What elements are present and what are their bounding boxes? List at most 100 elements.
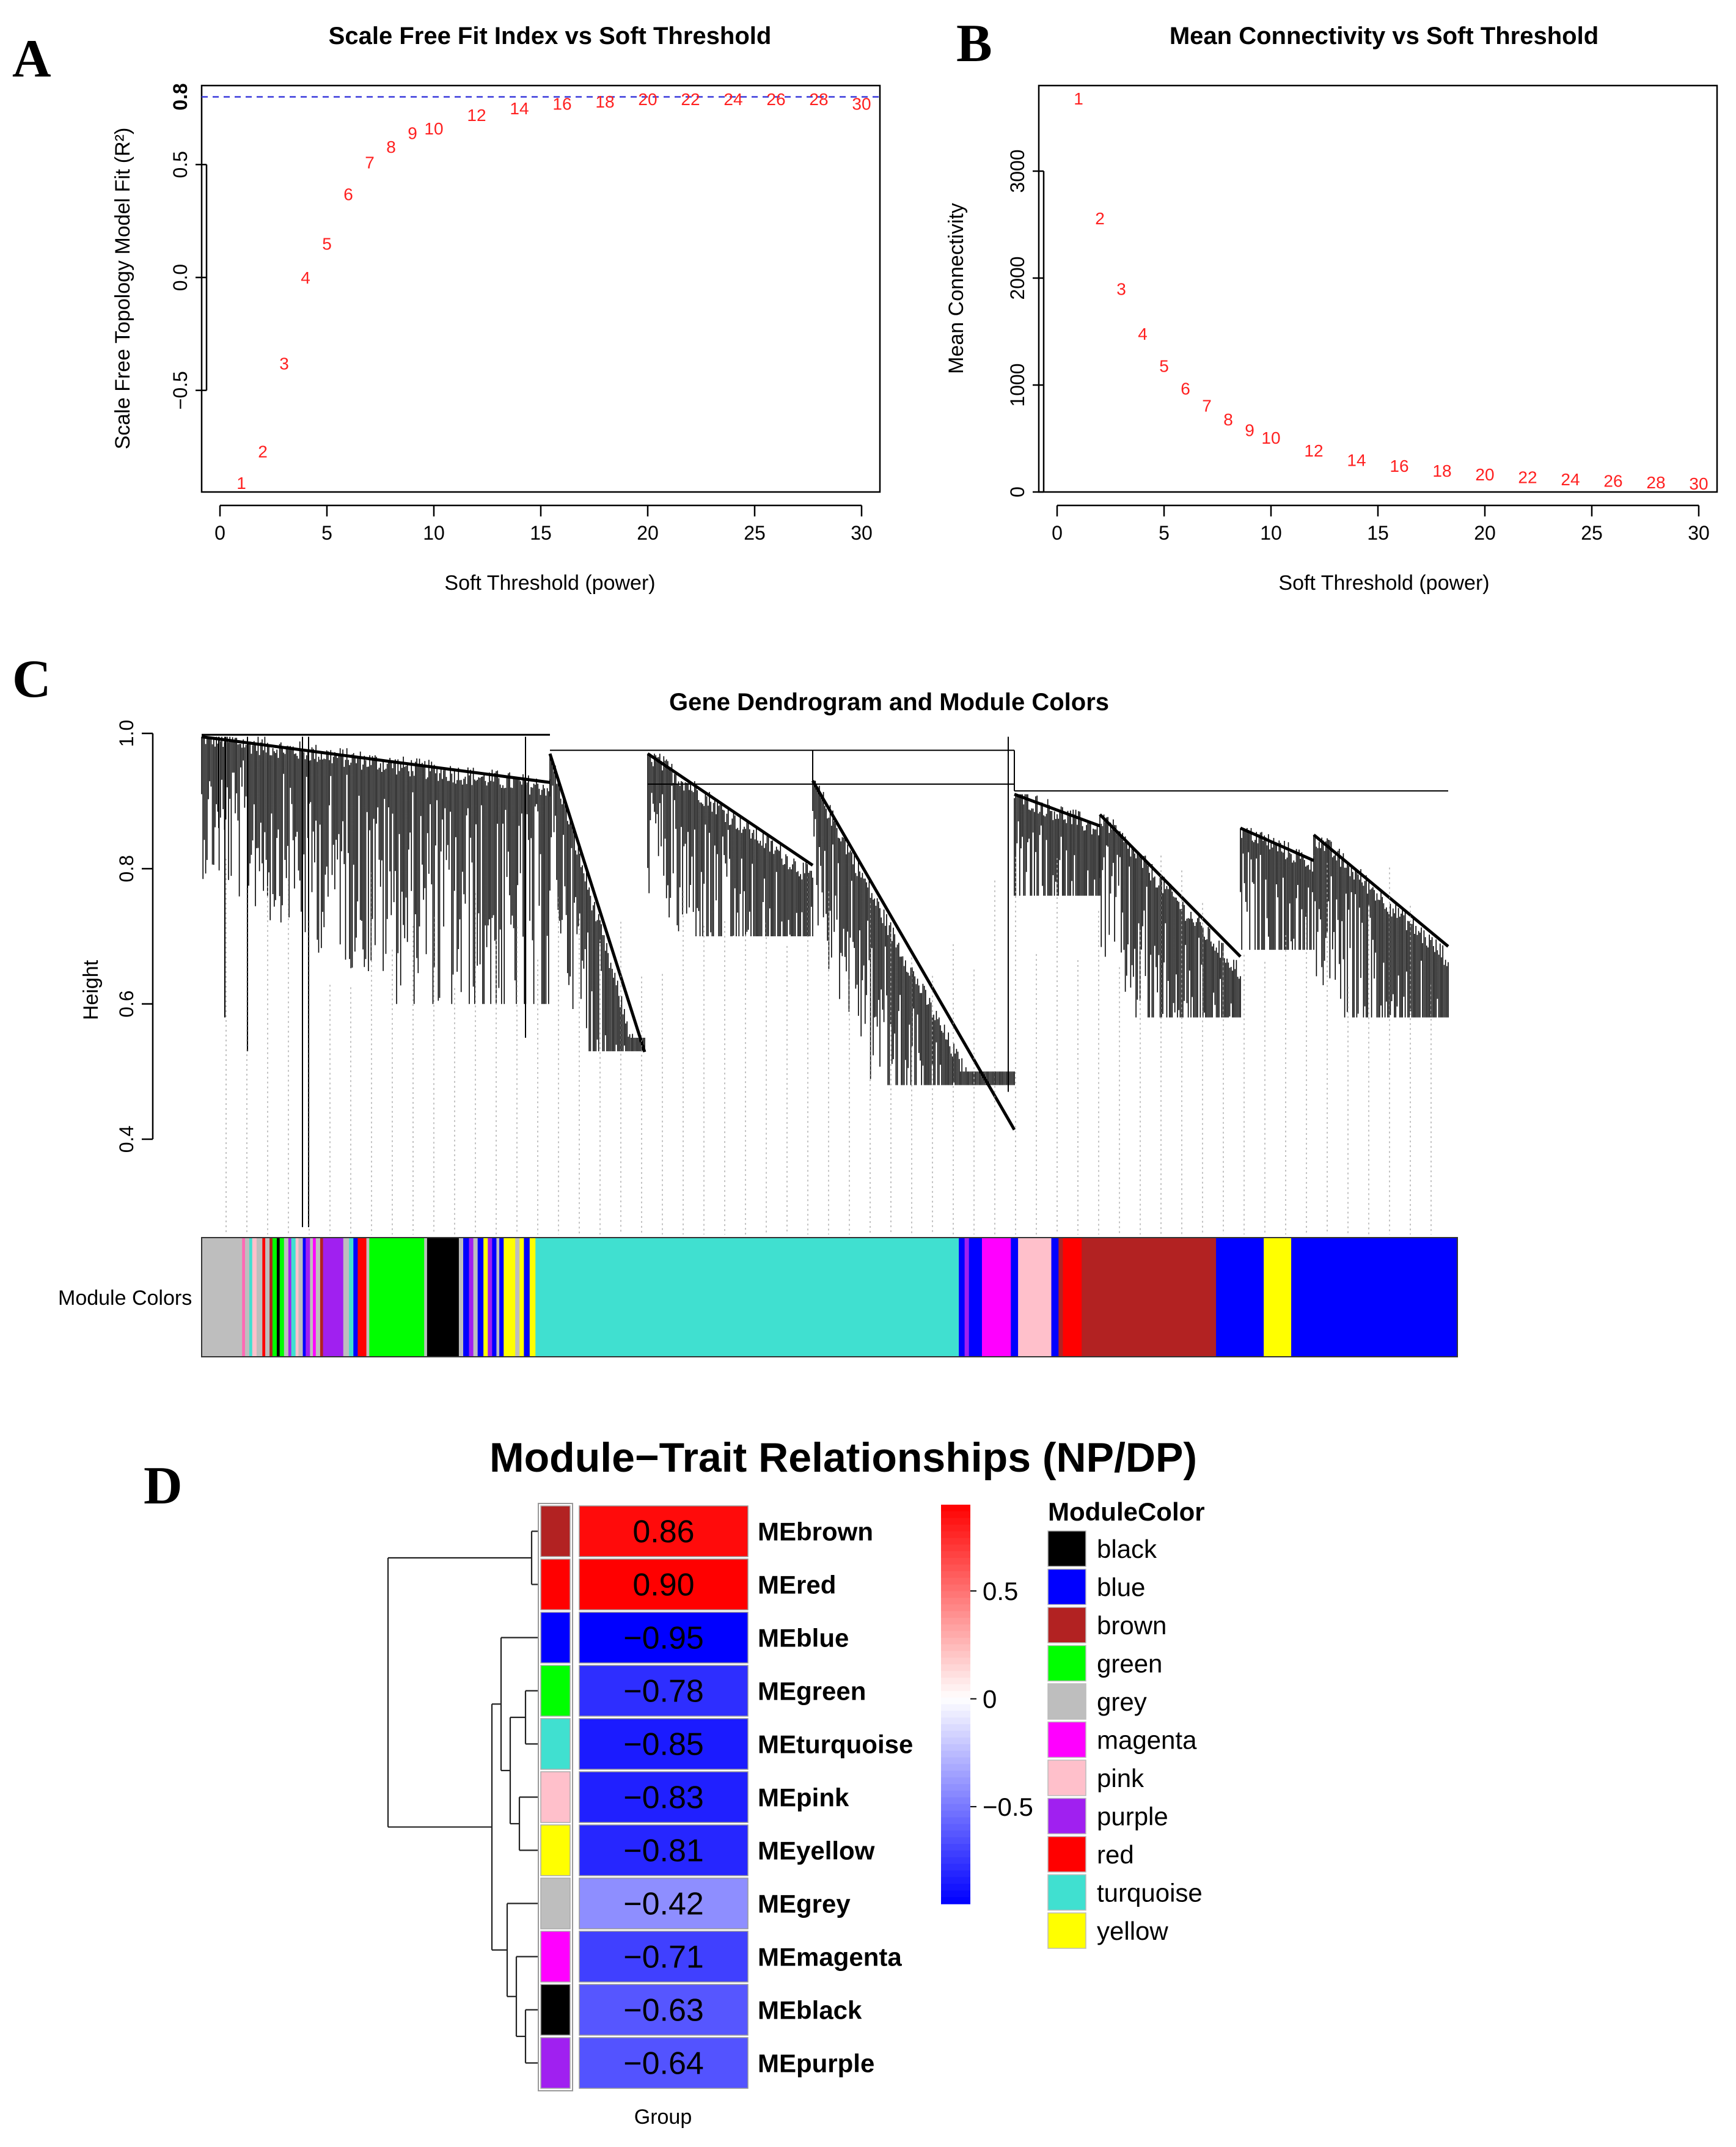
panel-d-title: Module−Trait Relationships (NP/DP) (489, 1434, 1197, 1481)
panel-d-legend: black blue brown green grey magenta pink purple… (1047, 1530, 1203, 1949)
legend-label: magenta (1097, 1726, 1197, 1755)
color-scale-step (941, 1577, 970, 1585)
color-scale-step (941, 1731, 970, 1738)
legend-swatch (1047, 1568, 1086, 1606)
row-module-name: MEbrown (758, 1518, 873, 1546)
color-scale-tick-label: 0.5 (983, 1577, 1018, 1606)
dendrogram-branches (1099, 814, 1241, 1018)
color-scale-step (941, 1844, 970, 1851)
module-color-segment (279, 1238, 285, 1357)
module-color-segment (1063, 1238, 1082, 1357)
x-tick-label: 15 (1367, 522, 1389, 544)
y-tick-label: 1000 (1006, 363, 1028, 406)
module-color-segment (492, 1238, 497, 1357)
point-label: 4 (301, 268, 310, 287)
dendrogram-branches (647, 754, 813, 936)
heatmap-cell (579, 1771, 749, 1823)
panel-c-module-color-bar (201, 1237, 1458, 1357)
point-label: 1 (1074, 89, 1083, 108)
color-scale-step (941, 1877, 970, 1885)
point-label: 18 (595, 92, 614, 111)
legend-label: purple (1097, 1802, 1168, 1831)
module-color-segment (265, 1238, 270, 1357)
module-color-segment (981, 1238, 1011, 1357)
module-color-segment (969, 1238, 983, 1357)
y-tick-label: 0.6 (115, 990, 137, 1017)
module-color-segment (515, 1238, 520, 1357)
row-module-color (540, 2037, 571, 2089)
heatmap-cell (579, 2037, 749, 2089)
point-label: 26 (1603, 472, 1622, 491)
point-label: 22 (1518, 468, 1537, 487)
module-color-segment (244, 1238, 250, 1357)
module-color-segment (458, 1238, 464, 1357)
color-scale-step (941, 1777, 970, 1785)
color-scale-step (941, 1511, 970, 1519)
module-color-segment (524, 1238, 530, 1357)
heatmap-cell-value: −0.64 (623, 2046, 704, 2082)
color-scale-step (941, 1598, 970, 1606)
color-scale-step (941, 1571, 970, 1579)
module-color-segment (483, 1238, 488, 1357)
module-color-segment (249, 1238, 253, 1357)
module-color-segment (291, 1238, 296, 1357)
module-color-segment (496, 1238, 500, 1357)
module-color-segment (252, 1238, 257, 1357)
module-color-segment (499, 1238, 504, 1357)
color-scale-step (941, 1897, 970, 1904)
point-label: 28 (809, 90, 828, 109)
color-scale-step (941, 1790, 970, 1798)
module-color-segment (295, 1238, 299, 1357)
color-scale-step (941, 1857, 970, 1865)
legend-swatch (1047, 1797, 1086, 1835)
point-label: 14 (1347, 451, 1366, 470)
module-color-segment (276, 1238, 280, 1357)
dendrogram-branches (201, 736, 551, 1004)
heatmap-cell (579, 1505, 749, 1557)
panel-c-y-label: Height (79, 960, 103, 1020)
module-color-segment (256, 1238, 263, 1357)
color-scale-step (941, 1624, 970, 1632)
panel-d-column-label: Group (634, 2105, 692, 2129)
row-module-name: MEblue (758, 1624, 849, 1653)
panel-letter-c: C (12, 650, 51, 709)
point-label: 9 (1245, 421, 1254, 440)
color-scale-step (941, 1611, 970, 1618)
point-label: 9 (408, 124, 417, 143)
dendrogram-branches (1240, 828, 1314, 950)
x-tick-label: 20 (1474, 522, 1496, 544)
module-color-segment (313, 1238, 317, 1357)
color-scale-step (941, 1817, 970, 1825)
merge-line (548, 753, 646, 1052)
color-scale-step (941, 1704, 970, 1712)
point-label: 3 (1116, 280, 1126, 299)
panel-a: Scale Free Fit Index vs Soft Threshold 0… (111, 23, 881, 595)
point-label: 30 (1689, 474, 1708, 493)
color-scale-step (941, 1524, 970, 1532)
row-module-name: MEturquoise (758, 1730, 913, 1759)
point-label: 28 (1646, 473, 1665, 492)
point-label: 14 (510, 99, 529, 118)
point-label: 22 (681, 90, 700, 109)
row-module-name: MEgreen (758, 1677, 866, 1706)
color-scale-step (941, 1890, 970, 1898)
y-tick-label: 0.5 (169, 151, 191, 178)
heatmap-cell (579, 1558, 749, 1610)
row-module-name: MEpurple (758, 2049, 874, 2078)
heatmap-cell (579, 1931, 749, 1983)
point-label: 12 (467, 106, 486, 125)
color-scale-step (941, 1850, 970, 1858)
color-scale-step (941, 1804, 970, 1811)
point-label: 10 (424, 119, 443, 138)
color-scale-step (941, 1724, 970, 1731)
module-color-bar-frame (201, 1237, 1458, 1357)
module-color-segment (298, 1238, 304, 1357)
row-module-color (540, 1877, 571, 1929)
module-color-segment (1058, 1238, 1064, 1357)
module-color-segment (306, 1238, 310, 1357)
row-module-color (540, 1505, 571, 1557)
point-label: 5 (1159, 357, 1169, 376)
color-scale-step (941, 1764, 970, 1772)
color-scale-step (941, 1518, 970, 1525)
legend-swatch (1047, 1645, 1086, 1682)
